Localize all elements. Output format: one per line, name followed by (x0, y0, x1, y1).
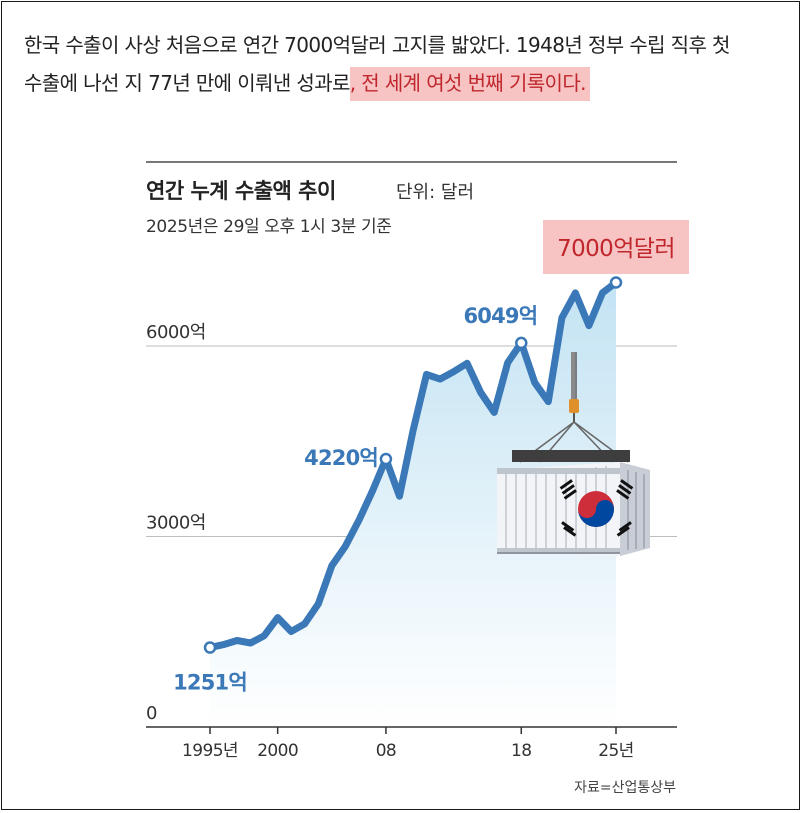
data-labels: 1251억 4220억 6049억 7000억달러 (173, 220, 689, 695)
data-point-marker (609, 276, 623, 289)
article-line-2-plain: 수출에 나선 지 77년 만에 이뤄낸 성과로 (24, 71, 350, 95)
data-point-marker (515, 336, 528, 350)
y-tick-label: 3000억 (146, 513, 206, 534)
article-line-1: 한국 수출이 사상 처음으로 연간 7000억달러 고지를 밟았다. 1948년… (24, 33, 730, 57)
x-tick-label: 25년 (598, 741, 633, 761)
data-label-2018: 6049억 (463, 304, 537, 328)
source-note: 자료=산업통상부 (574, 780, 676, 796)
article-line-2: 수출에 나선 지 77년 만에 이뤄낸 성과로, 전 세계 여섯 번째 기록이다… (24, 64, 784, 102)
y-axis-ticks: 0 3000억 6000억 (146, 322, 206, 724)
korean-flag-icon (559, 479, 634, 537)
chart-title: 연간 누계 수출액 추이 (146, 179, 336, 203)
data-point-marker (203, 641, 217, 654)
y-tick-label: 6000억 (146, 322, 206, 343)
article-highlight: , 전 세계 여섯 번째 기록이다. (349, 67, 590, 101)
data-label-2008: 4220억 (304, 446, 378, 470)
shipping-container-illustration (497, 352, 650, 556)
x-tick-label: 2000 (257, 741, 298, 761)
export-line (206, 279, 620, 652)
x-tick-label: 08 (376, 741, 396, 761)
article-text: 한국 수출이 사상 처음으로 연간 7000억달러 고지를 밟았다. 1948년… (24, 26, 784, 102)
x-axis-ticks: 1995년 2000 08 18 25년 (182, 727, 634, 761)
data-point-marker (379, 452, 393, 466)
y-tick-label: 0 (146, 703, 157, 724)
x-tick-label: 18 (511, 741, 531, 761)
data-label-1995: 1251억 (173, 671, 247, 695)
x-tick-label: 1995년 (182, 741, 238, 761)
final-value-badge (543, 220, 689, 274)
chart-unit: 단위: 달러 (396, 182, 474, 203)
data-label-2025: 7000억달러 (557, 236, 675, 262)
chart-subtitle: 2025년은 29일 오후 1시 3분 기준 (146, 217, 392, 237)
